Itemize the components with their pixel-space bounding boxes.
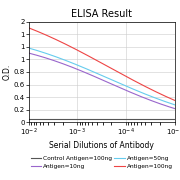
Control Antigen=100ng (75, 118, 77, 120)
Antigen=10ng (28, 52, 30, 54)
Antigen=100ng (120, 72, 122, 75)
Antigen=10ng (134, 93, 136, 95)
Antigen=100ng (134, 80, 136, 82)
Antigen=100ng (45, 34, 47, 36)
Antigen=50ng (174, 104, 176, 106)
Antigen=100ng (86, 54, 88, 56)
Antigen=50ng (86, 68, 88, 70)
Control Antigen=100ng (134, 118, 136, 120)
Antigen=100ng (133, 80, 135, 82)
Y-axis label: O.D.: O.D. (3, 64, 12, 80)
Antigen=100ng (75, 48, 77, 51)
Antigen=50ng (75, 64, 77, 66)
Title: ELISA Result: ELISA Result (71, 9, 132, 19)
Legend: Control Antigen=100ng, Antigen=10ng, Antigen=50ng, Antigen=100ng: Control Antigen=100ng, Antigen=10ng, Ant… (31, 156, 173, 169)
Antigen=10ng (120, 87, 122, 89)
Antigen=10ng (133, 93, 135, 95)
Antigen=10ng (86, 72, 88, 74)
Control Antigen=100ng (133, 118, 135, 120)
Control Antigen=100ng (28, 118, 30, 120)
Antigen=10ng (174, 107, 176, 110)
Control Antigen=100ng (45, 118, 47, 120)
Line: Antigen=10ng: Antigen=10ng (29, 53, 175, 109)
Antigen=50ng (134, 89, 136, 91)
Antigen=50ng (120, 83, 122, 85)
Control Antigen=100ng (120, 118, 122, 120)
Antigen=50ng (133, 88, 135, 91)
Line: Antigen=50ng: Antigen=50ng (29, 48, 175, 105)
Antigen=10ng (75, 68, 77, 70)
Antigen=50ng (28, 47, 30, 49)
Antigen=10ng (45, 57, 47, 59)
Antigen=50ng (45, 52, 47, 55)
X-axis label: Serial Dilutions of Antibody: Serial Dilutions of Antibody (49, 141, 154, 150)
Antigen=100ng (28, 27, 30, 29)
Antigen=100ng (174, 99, 176, 101)
Control Antigen=100ng (174, 118, 176, 120)
Line: Antigen=100ng: Antigen=100ng (29, 28, 175, 100)
Control Antigen=100ng (86, 118, 88, 120)
